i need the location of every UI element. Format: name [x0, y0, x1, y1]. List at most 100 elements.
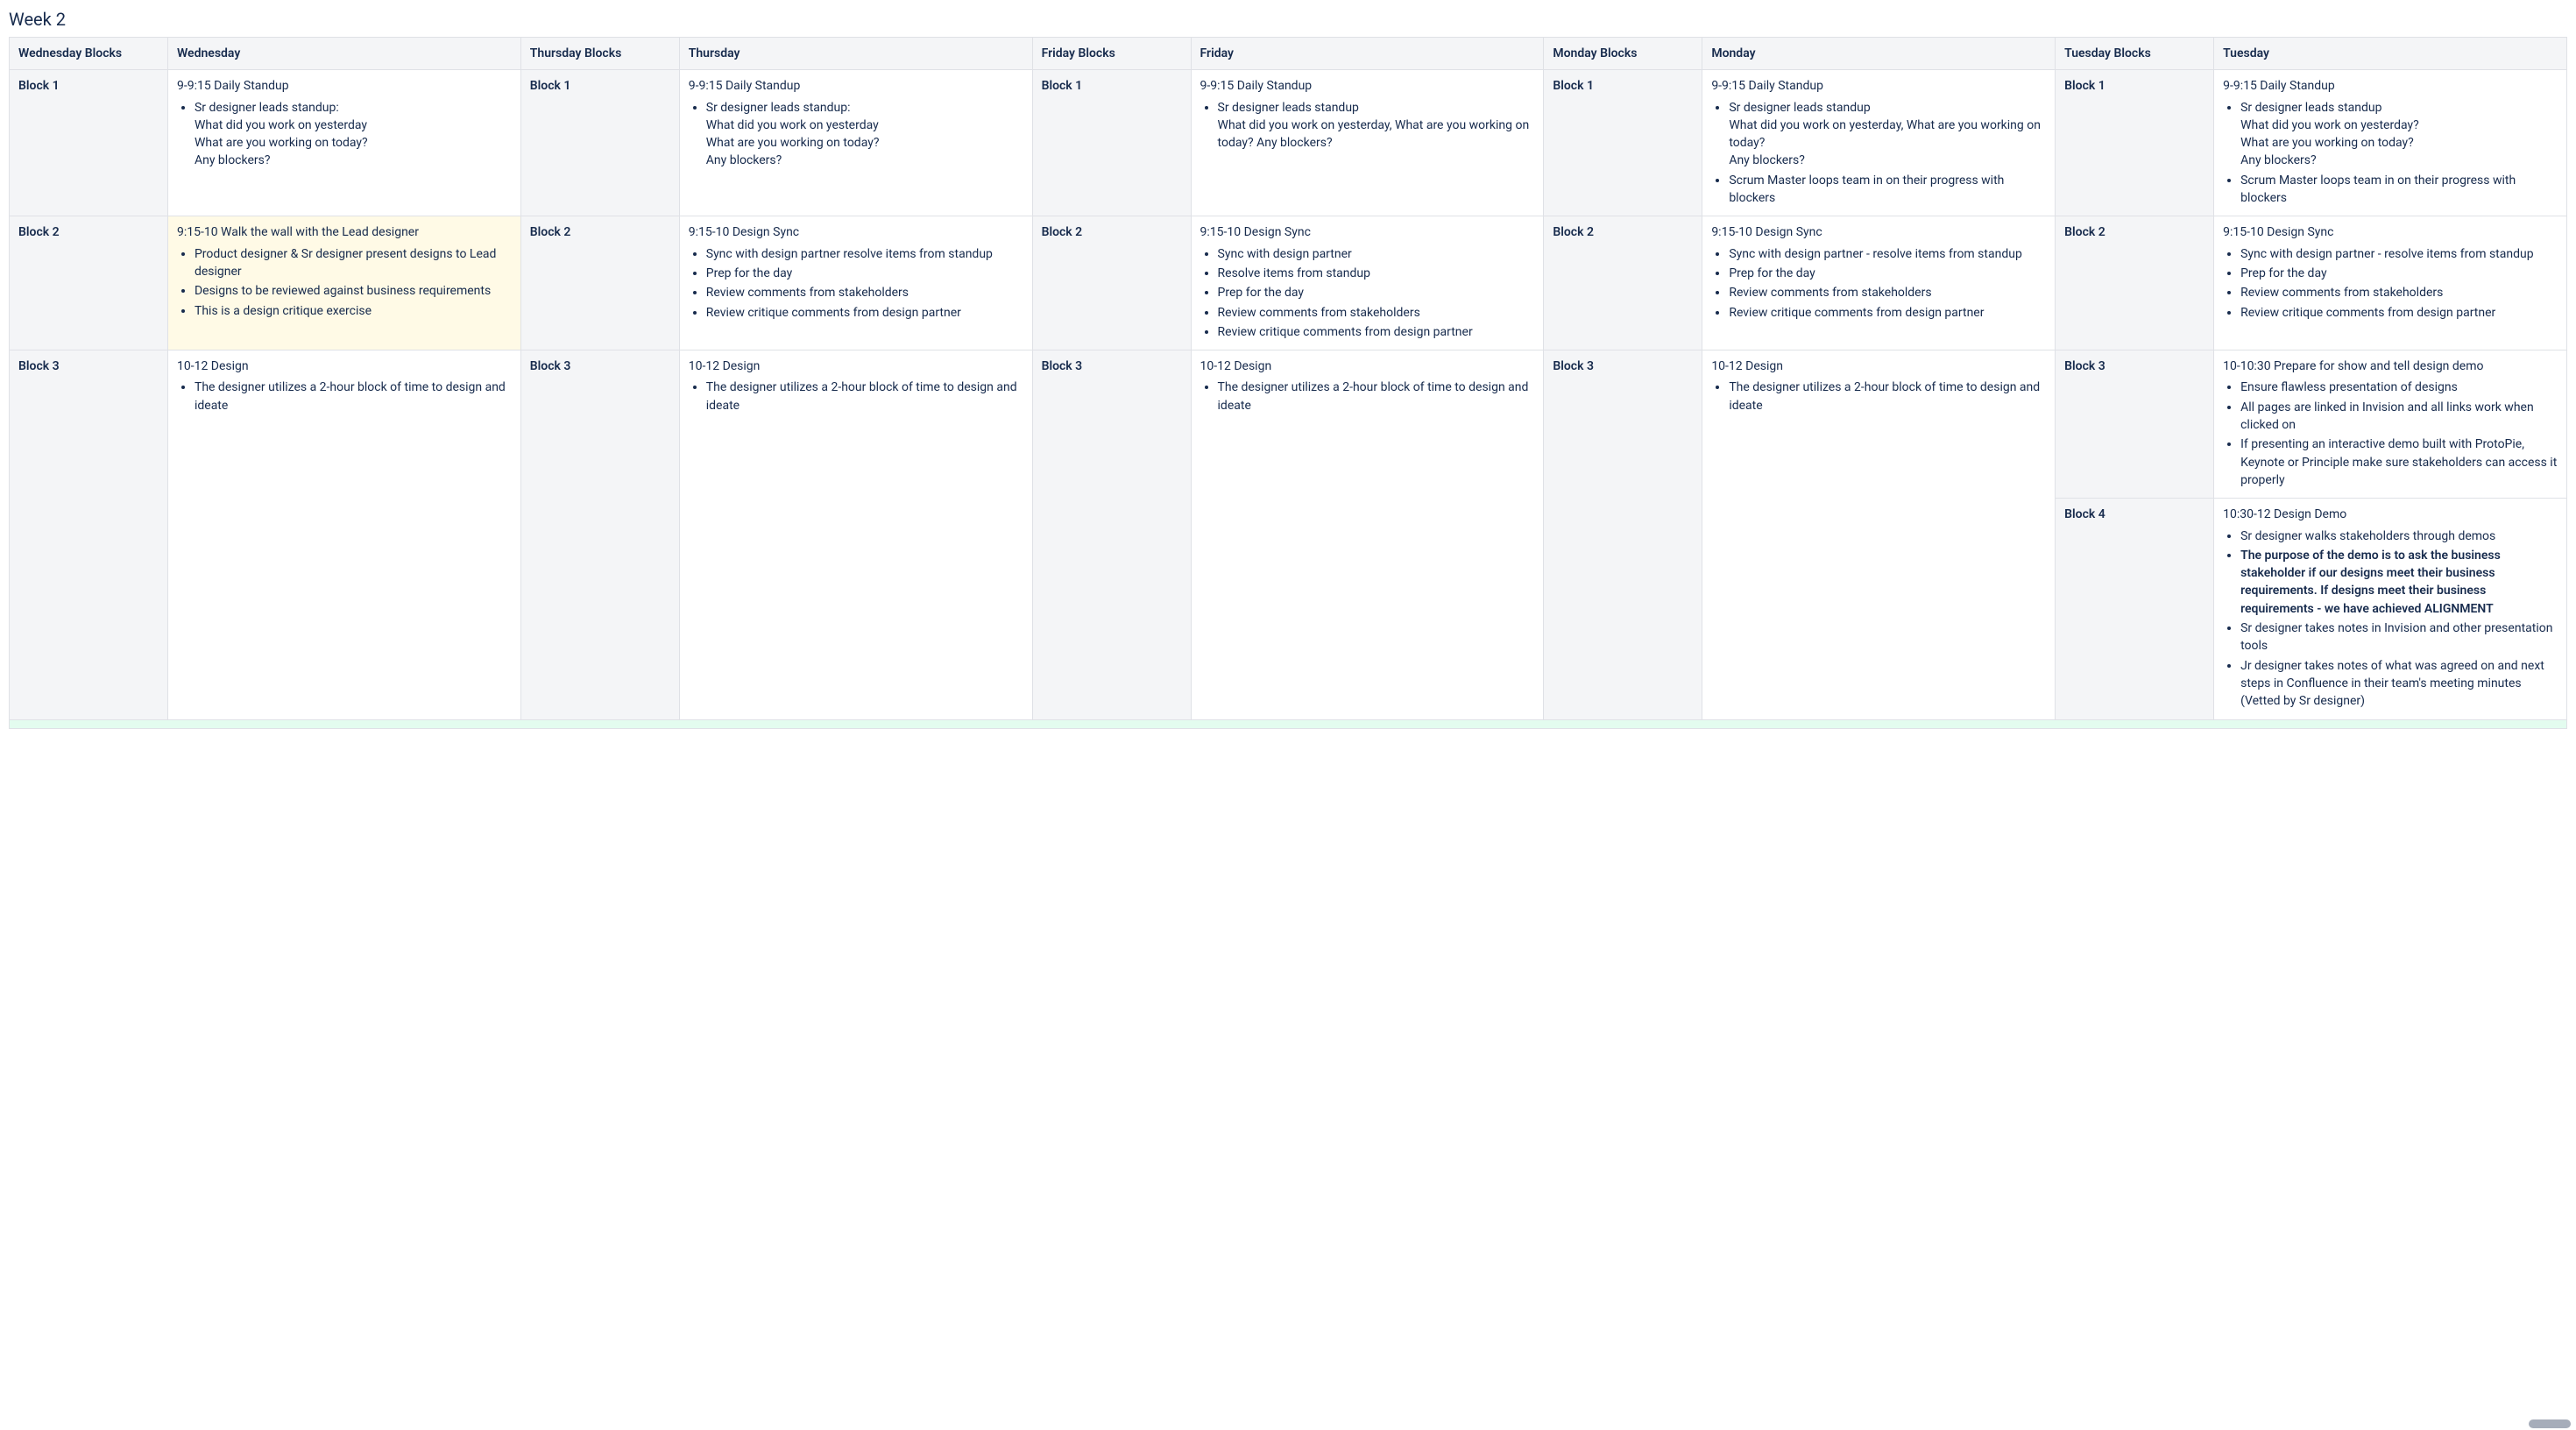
cell-title: 9-9:15 Daily Standup: [177, 77, 512, 95]
cell-bullets: Ensure flawless presentation of designsA…: [2223, 379, 2558, 489]
cell-bullets: The designer utilizes a 2-hour block of …: [1711, 379, 2046, 414]
block-label: Block 2: [1032, 216, 1191, 350]
cell-bullets: Sync with design partner - resolve items…: [1711, 245, 2046, 322]
block-label: Block 3: [1544, 350, 1702, 719]
list-item: Product designer & Sr designer present d…: [195, 245, 512, 281]
cell-bullets: The designer utilizes a 2-hour block of …: [689, 379, 1023, 414]
list-item: This is a design critique exercise: [195, 302, 512, 320]
cell-bullets: The designer utilizes a 2-hour block of …: [1200, 379, 1535, 414]
col-header: Wednesday Blocks: [10, 38, 168, 70]
page-title: Week 2: [9, 9, 2567, 30]
list-item: Sync with design partner resolve items f…: [706, 245, 1023, 263]
cell-bullets: Sync with design partner resolve items f…: [689, 245, 1023, 322]
block-label: Block 2: [1544, 216, 1702, 350]
list-item: Review comments from stakeholders: [706, 284, 1023, 301]
table-row: Block 2 9:15-10 Walk the wall with the L…: [10, 216, 2567, 350]
list-item: Prep for the day: [1729, 265, 2046, 282]
list-item: Scrum Master loops team in on their prog…: [1729, 172, 2046, 208]
col-header: Friday: [1191, 38, 1544, 70]
col-header: Monday Blocks: [1544, 38, 1702, 70]
table-row: Block 3 10-12 DesignThe designer utilize…: [10, 350, 2567, 499]
list-item: Scrum Master loops team in on their prog…: [2240, 172, 2558, 208]
block-label: Block 3: [520, 350, 679, 719]
list-item: Review comments from stakeholders: [2240, 284, 2558, 301]
cell-bullets: Sync with design partner - resolve items…: [2223, 245, 2558, 322]
cell-title: 9-9:15 Daily Standup: [2223, 77, 2558, 95]
cell-thu-b1: 9-9:15 Daily Standup Sr designer leads st…: [679, 70, 1032, 216]
cell-wed-b3: 10-12 Design The designer utilizes a 2-ho…: [167, 350, 520, 719]
block-label: Block 4: [2056, 499, 2214, 719]
list-item: Sr designer leads standupWhat did you wo…: [1218, 99, 1535, 152]
list-item: Review critique comments from design par…: [2240, 304, 2558, 322]
cell-title: 10:30-12 Design Demo: [2223, 506, 2558, 523]
list-item: If presenting an interactive demo built …: [2240, 435, 2558, 489]
cell-fri-b1: 9-9:15 Daily Standup Sr designer leads st…: [1191, 70, 1544, 216]
list-item: Prep for the day: [2240, 265, 2558, 282]
cell-title: 9:15-10 Walk the wall with the Lead desi…: [177, 223, 512, 241]
list-item: All pages are linked in Invision and all…: [2240, 399, 2558, 435]
list-item: Sync with design partner - resolve items…: [2240, 245, 2558, 263]
cell-thu-b3: 10-12 Design The designer utilizes a 2-ho…: [679, 350, 1032, 719]
cell-title: 10-10:30 Prepare for show and tell desig…: [2223, 358, 2558, 375]
cell-wed-b1: 9-9:15 Daily Standup Sr designer leads st…: [167, 70, 520, 216]
list-item: Prep for the day: [1218, 284, 1535, 301]
cell-bullets: The designer utilizes a 2-hour block of …: [177, 379, 512, 414]
list-item: The designer utilizes a 2-hour block of …: [706, 379, 1023, 414]
list-item: Resolve items from standup: [1218, 265, 1535, 282]
col-header: Thursday Blocks: [520, 38, 679, 70]
block-label: Block 1: [1544, 70, 1702, 216]
cell-tue-b3: 10-10:30 Prepare for show and tell desig…: [2214, 350, 2567, 499]
cell-title: 10-12 Design: [1200, 358, 1535, 375]
list-item: The designer utilizes a 2-hour block of …: [195, 379, 512, 414]
list-item: Prep for the day: [706, 265, 1023, 282]
list-item: The purpose of the demo is to ask the bu…: [2240, 547, 2558, 618]
list-item: Designs to be reviewed against business …: [195, 282, 512, 300]
cell-mon-b2: 9:15-10 Design Sync Sync with design part…: [1702, 216, 2056, 350]
list-item: Sync with design partner - resolve items…: [1729, 245, 2046, 263]
block-label: Block 3: [10, 350, 168, 719]
cell-bullets: Sr designer leads standup:What did you w…: [689, 99, 1023, 170]
table-row: Block 1 9-9:15 Daily Standup Sr designer …: [10, 70, 2567, 216]
block-label: Block 1: [10, 70, 168, 216]
cell-title: 9-9:15 Daily Standup: [689, 77, 1023, 95]
cell-tue-b2: 9:15-10 Design Sync Sync with design part…: [2214, 216, 2567, 350]
cell-title: 9:15-10 Design Sync: [1711, 223, 2046, 241]
cell-bullets: Sr designer leads standupWhat did you wo…: [1200, 99, 1535, 152]
cell-bullets: Sr designer leads standup:What did you w…: [177, 99, 512, 170]
cell-tue-b1: 9-9:15 Daily Standup Sr designer leads st…: [2214, 70, 2567, 216]
list-item: Sr designer leads standup:What did you w…: [195, 99, 512, 170]
block-label: Block 2: [520, 216, 679, 350]
list-item: Sr designer walks stakeholders through d…: [2240, 527, 2558, 545]
cell-fri-b3: 10-12 Design The designer utilizes a 2-ho…: [1191, 350, 1544, 719]
col-header: Tuesday: [2214, 38, 2567, 70]
col-header: Tuesday Blocks: [2056, 38, 2214, 70]
cell-title: 9-9:15 Daily Standup: [1200, 77, 1535, 95]
list-item: Sr designer leads standupWhat did you wo…: [1729, 99, 2046, 170]
table-header-row: Wednesday Blocks Wednesday Thursday Bloc…: [10, 38, 2567, 70]
list-item: The designer utilizes a 2-hour block of …: [1218, 379, 1535, 414]
col-header: Wednesday: [167, 38, 520, 70]
list-item: Review critique comments from design par…: [1729, 304, 2046, 322]
cell-title: 10-12 Design: [177, 358, 512, 375]
cell-bullets: Sr designer walks stakeholders through d…: [2223, 527, 2558, 711]
block-label: Block 1: [1032, 70, 1191, 216]
block-label: Block 2: [2056, 216, 2214, 350]
cell-bullets: Sync with design partnerResolve items fr…: [1200, 245, 1535, 341]
col-header: Friday Blocks: [1032, 38, 1191, 70]
cell-title: 9:15-10 Design Sync: [689, 223, 1023, 241]
list-item: Review comments from stakeholders: [1218, 304, 1535, 322]
col-header: Monday: [1702, 38, 2056, 70]
list-item: Review critique comments from design par…: [1218, 323, 1535, 341]
cell-title: 9:15-10 Design Sync: [2223, 223, 2558, 241]
list-item: Review comments from stakeholders: [1729, 284, 2046, 301]
cell-mon-b3: 10-12 DesignThe designer utilizes a 2-ho…: [1702, 350, 2056, 719]
list-item: Jr designer takes notes of what was agre…: [2240, 657, 2558, 711]
cell-bullets: Sr designer leads standupWhat did you wo…: [2223, 99, 2558, 208]
footer-highlight-bar: [9, 720, 2567, 729]
cell-title: 10-12 Design: [689, 358, 1023, 375]
list-item: Sr designer leads standupWhat did you wo…: [2240, 99, 2558, 170]
list-item: Sr designer takes notes in Invision and …: [2240, 619, 2558, 655]
horizontal-scrollbar-thumb[interactable]: [2529, 1419, 2571, 1428]
cell-wed-b2: 9:15-10 Walk the wall with the Lead desi…: [167, 216, 520, 350]
block-label: Block 2: [10, 216, 168, 350]
